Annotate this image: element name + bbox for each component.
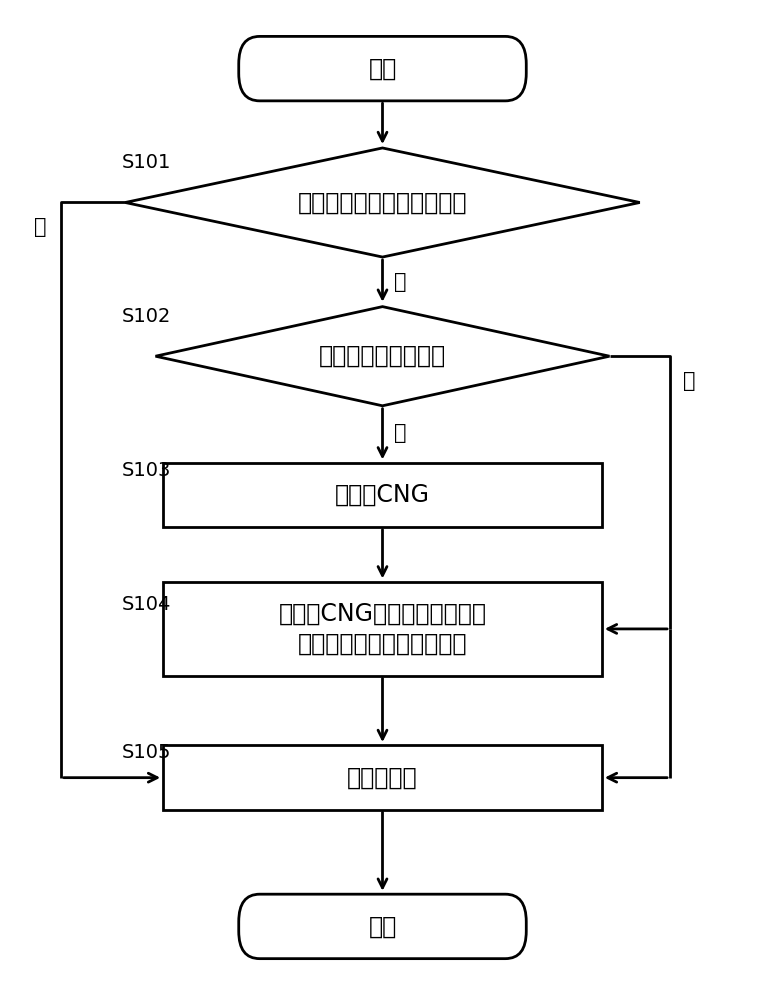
Text: 切换为CNG: 切换为CNG [335, 483, 430, 507]
Text: 是: 是 [394, 423, 406, 443]
Text: S102: S102 [122, 307, 171, 326]
Text: 返回: 返回 [369, 914, 396, 938]
Text: S104: S104 [122, 595, 171, 614]
Polygon shape [155, 307, 610, 406]
Text: 内燃机停止: 内燃机停止 [347, 766, 418, 790]
Text: 开始: 开始 [369, 57, 396, 81]
Bar [163, 582, 602, 676]
Text: 在使用CNG时的排气到达三元
催化剖为止而使内燃机运转: 在使用CNG时的排气到达三元 催化剖为止而使内燃机运转 [278, 602, 487, 656]
Text: 否: 否 [34, 217, 47, 237]
Polygon shape [125, 148, 640, 257]
Text: S103: S103 [122, 461, 171, 480]
Bar [163, 745, 602, 810]
Text: S101: S101 [122, 153, 171, 172]
FancyBboxPatch shape [239, 894, 526, 959]
Text: 是否存在内燃机停止要求？: 是否存在内燃机停止要求？ [298, 190, 467, 214]
FancyBboxPatch shape [239, 36, 526, 101]
Bar [163, 463, 602, 527]
Text: 否: 否 [682, 371, 695, 391]
Text: S105: S105 [122, 743, 171, 762]
Text: 是否正在使用汽油？: 是否正在使用汽油？ [319, 344, 446, 368]
Text: 是: 是 [394, 272, 406, 292]
